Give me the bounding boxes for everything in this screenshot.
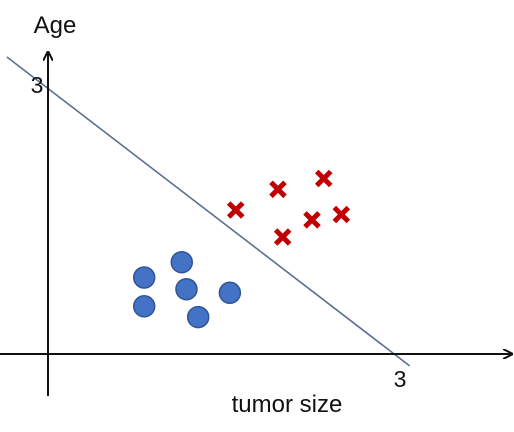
x-marker-point bbox=[273, 228, 292, 246]
y-tick-label: 3 bbox=[31, 72, 44, 98]
circle-point bbox=[170, 250, 194, 274]
x-marker-point bbox=[303, 211, 321, 229]
x-marker-point bbox=[314, 169, 333, 188]
circle-point bbox=[132, 295, 156, 318]
circle-point bbox=[175, 277, 198, 301]
x-marker-point bbox=[332, 205, 351, 224]
circle-point bbox=[218, 281, 242, 305]
circle-point bbox=[186, 305, 210, 329]
circle-point bbox=[132, 266, 156, 289]
x-marker-point bbox=[269, 180, 287, 199]
x-marker-point bbox=[226, 201, 245, 219]
x-tick-label: 3 bbox=[394, 366, 407, 392]
decision-boundary-line bbox=[6, 56, 411, 367]
x-axis-label: tumor size bbox=[232, 391, 343, 418]
y-axis-label: Age bbox=[34, 12, 77, 39]
